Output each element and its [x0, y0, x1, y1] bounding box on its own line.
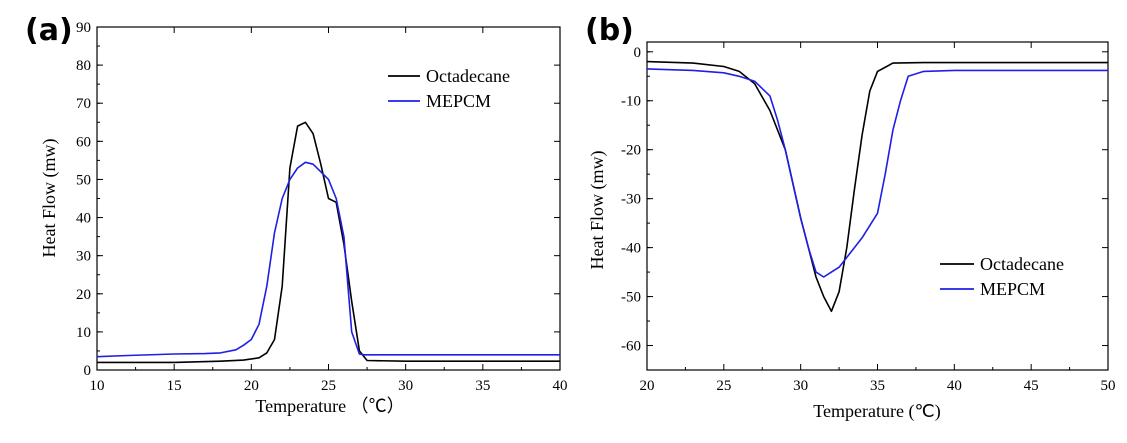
y-tick-label: -10 [621, 94, 641, 110]
y-axis-title: Heat Flow (mw) [587, 151, 608, 270]
y-tick-label: 0 [634, 45, 642, 61]
x-axis-title: Temperature (℃) [813, 401, 940, 422]
y-tick-label: -20 [621, 143, 641, 159]
x-axis-title: Temperature （℃） [255, 396, 404, 416]
x-tick-label: 20 [640, 378, 655, 394]
y-tick-label: 30 [76, 249, 91, 265]
y-tick-label: 40 [76, 211, 91, 227]
x-tick-label: 30 [398, 378, 413, 394]
y-tick-label: 0 [84, 363, 92, 379]
series-line-octadecane [97, 121, 560, 364]
y-tick-label: 70 [76, 96, 91, 112]
panel-b: (b) 20 25 30 35 40 45 50 0 -10 -20 -30 -40 -50 -60 Temp… [585, 13, 1116, 422]
x-tick-label: 45 [1024, 378, 1039, 394]
series-line-mepcm [97, 161, 560, 358]
panel-label: (a) [25, 13, 73, 48]
y-tick-label: 20 [76, 287, 91, 303]
y-tick-label: 10 [76, 325, 91, 341]
x-tick-label: 25 [321, 378, 336, 394]
legend-label-mepcm: MEPCM [980, 279, 1045, 299]
x-tick-label: 15 [167, 378, 182, 394]
x-tick-label: 35 [870, 378, 885, 394]
legend-label-mepcm: MEPCM [426, 91, 491, 111]
series-line-mepcm [647, 68, 1108, 278]
legend-label-octadecane: Octadecane [426, 66, 510, 86]
panel-a: (a)10 15 20 25 30 35 400102030405060708090Temp… [25, 13, 568, 416]
y-tick-label: -40 [621, 241, 641, 257]
panel-label: (b) [585, 13, 634, 48]
x-tick-label: 40 [947, 378, 962, 394]
plot-frame [646, 41, 1109, 371]
y-axis-title: Heat Flow (mw) [39, 139, 60, 258]
legend-label-octadecane: Octadecane [980, 254, 1064, 274]
x-tick-label: 25 [716, 378, 731, 394]
y-tick-label: -60 [621, 339, 641, 355]
y-tick-label: 50 [76, 172, 91, 188]
x-tick-label: 40 [553, 378, 568, 394]
y-tick-label: -50 [621, 290, 641, 306]
x-tick-label: 10 [90, 378, 105, 394]
y-tick-label: 90 [76, 20, 91, 36]
x-tick-label: 50 [1101, 378, 1116, 394]
x-tick-label: 20 [244, 378, 259, 394]
y-tick-label: 60 [76, 134, 91, 150]
x-tick-label: 35 [475, 378, 490, 394]
x-tick-label: 30 [793, 378, 808, 394]
y-tick-label: 80 [76, 58, 91, 74]
y-tick-label: -30 [621, 192, 641, 208]
